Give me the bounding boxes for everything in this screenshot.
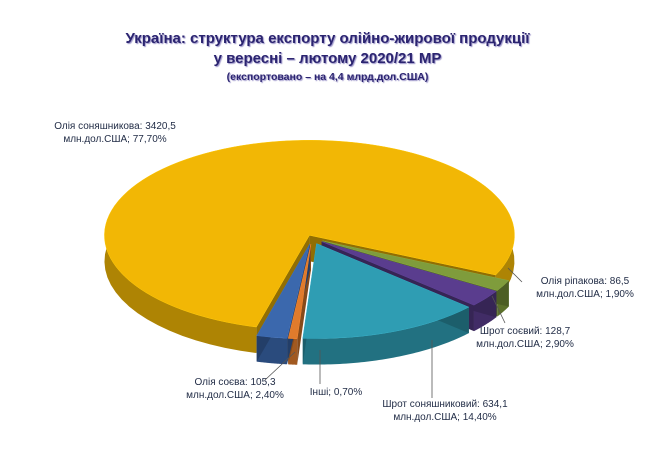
slice xyxy=(302,243,470,339)
leader-line xyxy=(264,351,296,381)
chart-subtitle: (експортовано – на 4,4 млрд.дол.США) xyxy=(226,71,429,83)
data-label: Олія ріпакова: 86,5 млн.дол.США; 1,90% xyxy=(536,276,634,300)
data-label: Олія соєва: 105,3 млн.дол.США; 2,40% xyxy=(186,377,284,401)
slice xyxy=(287,243,312,340)
chart-title: у вересні – лютому 2020/21 МР xyxy=(213,50,442,67)
data-label: Олія соняшникова: 3420,5 млн.дол.США; 77… xyxy=(54,121,176,145)
chart-title: Україна: структура експорту олійно-жиров… xyxy=(125,30,530,47)
slice xyxy=(104,140,515,328)
leader-line xyxy=(507,267,523,283)
slice xyxy=(321,241,497,306)
data-label: Шрот соєвий: 128,7 млн.дол.США; 2,90% xyxy=(476,326,574,350)
slice xyxy=(322,240,510,291)
slice xyxy=(256,243,311,339)
data-label: Інші; 0,70% xyxy=(309,387,363,398)
leader-line xyxy=(491,295,506,324)
data-label: Шрот соняшниковий: 634,1 млн.дол.США; 14… xyxy=(382,399,508,423)
slice-side xyxy=(302,307,469,365)
